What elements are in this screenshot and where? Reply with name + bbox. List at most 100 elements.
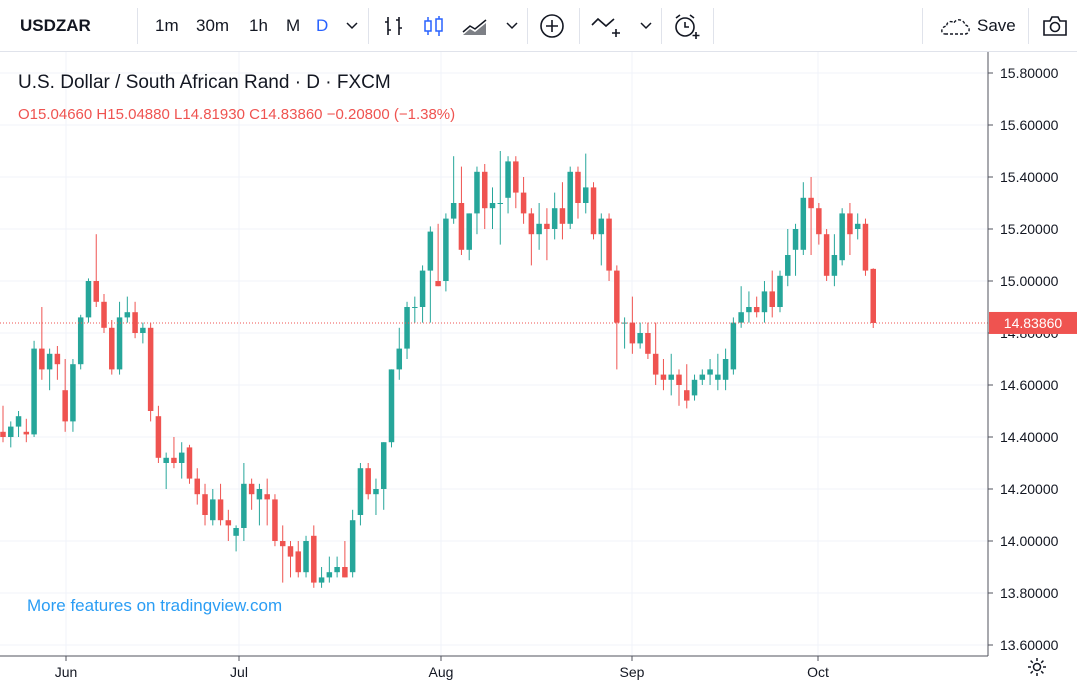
candle-body: [303, 541, 309, 573]
candle-body: [357, 468, 364, 515]
interval-1h-button[interactable]: 1h: [249, 0, 268, 52]
candle: [854, 213, 861, 240]
candle: [31, 340, 37, 437]
low-value: 14.81930: [182, 106, 245, 123]
candle-body: [194, 478, 200, 495]
price-tick-label: 14.40000: [1000, 429, 1059, 445]
candle: [435, 223, 441, 287]
area-style-button[interactable]: [461, 0, 489, 52]
candle-body: [412, 307, 418, 308]
candle: [365, 463, 371, 500]
candle: [256, 483, 263, 526]
candle-body: [171, 457, 177, 463]
candle-body: [792, 229, 799, 250]
candle: [862, 218, 869, 276]
candle: [318, 567, 325, 588]
save-button[interactable]: Save: [937, 0, 1016, 52]
candle-body: [660, 374, 667, 380]
indicators-button[interactable]: [590, 0, 624, 52]
candle: [210, 489, 216, 526]
symbol-search-button[interactable]: USDZAR: [20, 0, 91, 52]
chart-style-dropdown-button[interactable]: [506, 0, 518, 52]
candle: [217, 483, 224, 526]
candle-body: [404, 307, 410, 349]
indicators-dropdown-button[interactable]: [640, 0, 652, 52]
candle: [808, 177, 814, 255]
candle-body: [31, 348, 37, 435]
candle-body: [489, 203, 496, 209]
candle: [528, 208, 535, 266]
candle-body: [101, 301, 107, 328]
candle: [272, 494, 278, 547]
candle: [373, 478, 379, 515]
candle: [575, 166, 581, 219]
candle: [124, 296, 131, 323]
candle: [707, 359, 713, 385]
candle: [349, 509, 356, 578]
candle: [23, 418, 30, 443]
candle-body: [606, 218, 612, 271]
candle: [505, 156, 511, 214]
candle-body: [349, 520, 356, 573]
candle-body: [365, 468, 371, 495]
snapshot-button[interactable]: [1041, 0, 1069, 52]
candle: [847, 203, 853, 255]
interval-dropdown-button[interactable]: [346, 0, 358, 52]
candle-body: [217, 499, 224, 521]
save-label: Save: [977, 16, 1016, 35]
candle-body: [652, 353, 659, 375]
interval-M-button[interactable]: M: [286, 0, 300, 52]
candle-body: [77, 317, 84, 365]
candle: [178, 442, 185, 479]
candle: [46, 348, 53, 391]
candle-body: [109, 327, 115, 370]
candle: [676, 369, 682, 406]
candle: [489, 187, 496, 229]
candle-body: [116, 317, 123, 370]
chevron-down-icon: [640, 22, 652, 30]
candle: [614, 265, 620, 370]
candle: [279, 525, 286, 583]
candle: [699, 369, 706, 385]
candle-body: [62, 390, 68, 422]
promo-link[interactable]: More features on tradingview.com: [27, 596, 283, 615]
candle-body: [396, 348, 403, 370]
candle-body: [520, 192, 527, 214]
interval-1m-button[interactable]: 1m: [155, 0, 179, 52]
interval-30m-label: 30m: [196, 16, 230, 35]
candle: [77, 314, 84, 370]
top-toolbar: USDZAR 1m 30m 1h M D: [0, 0, 1077, 52]
candle-body: [753, 307, 760, 313]
candle-body: [264, 494, 270, 500]
candle: [823, 229, 830, 281]
interval-D-button[interactable]: D: [316, 0, 328, 52]
candle: [792, 223, 799, 276]
candle: [715, 353, 721, 391]
gear-icon[interactable]: [1026, 656, 1048, 678]
legend-title: U.S. Dollar / South African Rand · D · F…: [18, 72, 391, 93]
candle: [785, 229, 791, 287]
candle-body: [691, 379, 698, 396]
candle-body: [637, 333, 643, 344]
candle-body: [738, 312, 744, 323]
interval-30m-button[interactable]: 30m: [196, 0, 229, 52]
candle-body: [598, 218, 605, 235]
price-tick-label: 14.00000: [1000, 533, 1059, 549]
candle: [109, 320, 115, 375]
candle: [769, 270, 775, 318]
candle-body: [443, 218, 449, 281]
candle-body: [155, 416, 162, 458]
alert-button[interactable]: [672, 0, 702, 52]
candle: [186, 444, 193, 484]
candle-body: [178, 452, 185, 463]
compare-button[interactable]: [539, 0, 565, 52]
candles-layer: [0, 151, 876, 588]
price-tick-label: 15.00000: [1000, 273, 1059, 289]
candles-style-button[interactable]: [422, 0, 446, 52]
candle-body: [279, 541, 286, 547]
candle: [497, 151, 504, 245]
candle: [357, 463, 364, 526]
candle: [303, 535, 309, 578]
bar-style-button[interactable]: [382, 0, 406, 52]
